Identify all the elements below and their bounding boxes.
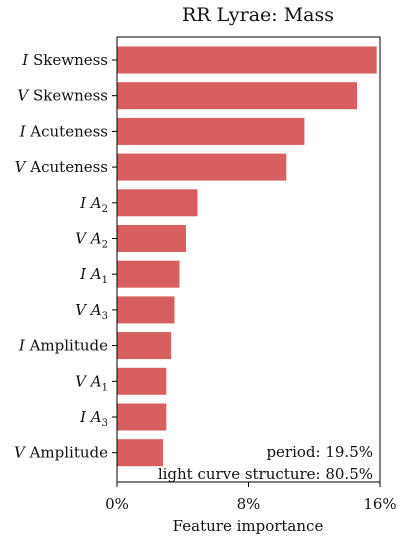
annotation-period: period: 19.5% xyxy=(266,443,373,461)
category-label-1: V Skewness xyxy=(17,87,108,105)
bar-0 xyxy=(117,46,377,74)
category-label-9: V A1 xyxy=(75,372,108,393)
category-label-2: I Acuteness xyxy=(19,122,108,140)
bars-group xyxy=(117,46,377,467)
category-labels: I Skewness V Skewness I Acuteness V Acutene… xyxy=(14,51,117,462)
bar-5 xyxy=(117,225,186,252)
category-label-5: V A2 xyxy=(75,230,108,251)
category-label-0: I Skewness xyxy=(21,51,108,69)
category-label-6: I A1 xyxy=(79,265,108,286)
bar-2 xyxy=(117,117,305,145)
category-label-4: I A2 xyxy=(79,194,108,215)
x-tick-label-2: 16% xyxy=(363,495,396,513)
x-tick-label-1: 8% xyxy=(237,495,261,513)
x-axis-ticks: 0% 8% 16% xyxy=(105,482,397,513)
bar-3 xyxy=(117,153,287,181)
bar-7 xyxy=(117,296,175,324)
x-tick-label-0: 0% xyxy=(105,495,129,513)
category-label-3: V Acuteness xyxy=(15,158,108,176)
bar-1 xyxy=(117,82,357,110)
chart-title: RR Lyrae: Mass xyxy=(182,4,334,26)
bar-9 xyxy=(117,367,167,395)
bar-10 xyxy=(117,403,167,431)
bar-11 xyxy=(117,439,163,467)
bar-4 xyxy=(117,189,198,217)
category-label-10: I A3 xyxy=(79,408,108,429)
bar-6 xyxy=(117,260,180,288)
bar-8 xyxy=(117,332,172,360)
annotation-light-curve: light curve structure: 80.5% xyxy=(158,465,373,483)
category-label-11: V Amplitude xyxy=(14,444,108,462)
category-label-7: V A3 xyxy=(75,301,108,322)
x-axis-label: Feature importance xyxy=(173,517,324,535)
category-label-8: I Amplitude xyxy=(18,337,108,355)
